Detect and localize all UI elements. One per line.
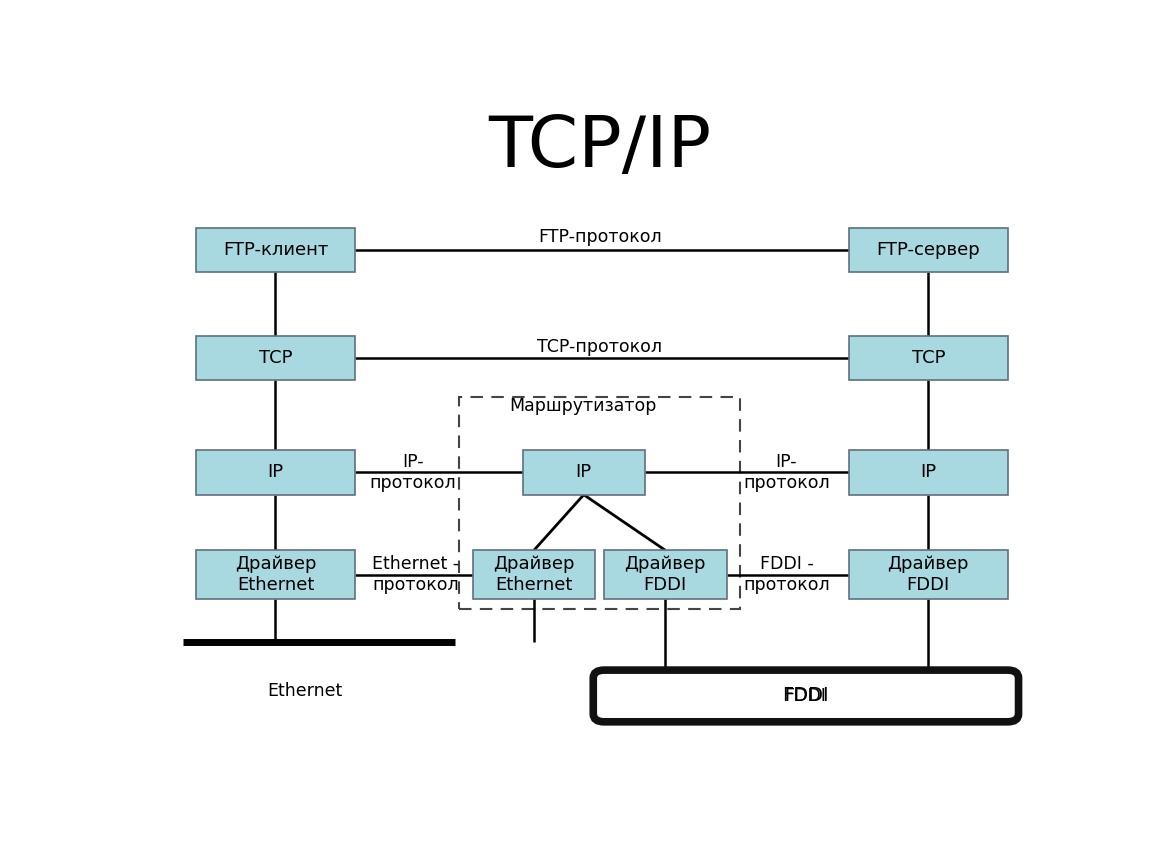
Text: Драйвер
FDDI: Драйвер FDDI xyxy=(888,556,969,594)
Bar xyxy=(849,550,1007,599)
Text: FTP-протокол: FTP-протокол xyxy=(538,229,661,246)
Bar xyxy=(849,450,1007,495)
Text: IP-
протокол: IP- протокол xyxy=(370,453,456,492)
Bar xyxy=(197,450,355,495)
Bar xyxy=(849,336,1007,380)
Bar xyxy=(473,550,596,599)
Text: FTP-сервер: FTP-сервер xyxy=(876,241,980,259)
Bar xyxy=(523,450,645,495)
Text: TCP: TCP xyxy=(911,348,945,367)
Bar xyxy=(197,336,355,380)
Text: FDDI -
протокол: FDDI - протокол xyxy=(743,555,830,594)
FancyBboxPatch shape xyxy=(593,670,1019,722)
Text: Ethernet: Ethernet xyxy=(267,682,343,700)
Bar xyxy=(459,396,741,609)
Text: IP: IP xyxy=(576,463,592,481)
Text: Маршрутизатор: Маршрутизатор xyxy=(510,397,658,416)
Text: TCP-протокол: TCP-протокол xyxy=(537,337,662,356)
Bar xyxy=(197,550,355,599)
Bar xyxy=(197,228,355,272)
Text: Драйвер
Ethernet: Драйвер Ethernet xyxy=(493,556,574,594)
Text: FDDI: FDDI xyxy=(785,687,826,705)
Bar xyxy=(849,228,1007,272)
Text: FTP-клиент: FTP-клиент xyxy=(222,241,328,259)
Text: TCP/IP: TCP/IP xyxy=(488,113,711,182)
Text: Драйвер
Ethernet: Драйвер Ethernet xyxy=(235,556,316,594)
Bar xyxy=(604,550,727,599)
Text: IP: IP xyxy=(268,463,283,481)
Text: FDDI: FDDI xyxy=(783,687,830,706)
Text: IP: IP xyxy=(921,463,936,481)
Text: IP-
протокол: IP- протокол xyxy=(743,453,830,492)
Text: TCP: TCP xyxy=(259,348,292,367)
Text: Ethernet -
протокол: Ethernet - протокол xyxy=(372,555,459,594)
Text: Драйвер
FDDI: Драйвер FDDI xyxy=(625,556,707,594)
